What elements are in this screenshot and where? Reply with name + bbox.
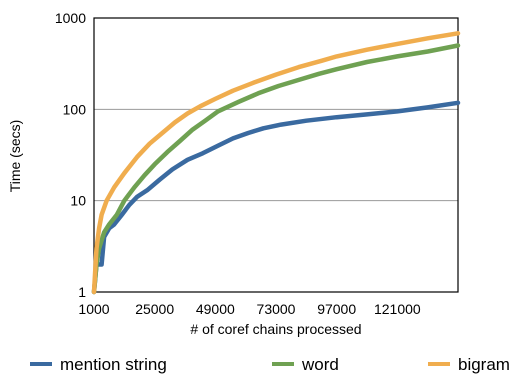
series-line-mention-string	[91, 100, 461, 295]
x-tick-label: 97000	[317, 301, 356, 317]
series-group	[91, 31, 461, 295]
x-tick-label: 1000	[78, 301, 109, 317]
x-tick-label: 121000	[374, 301, 421, 317]
plot-frame	[93, 17, 459, 293]
legend-label: bigram	[458, 355, 510, 374]
series-line-word	[91, 43, 461, 295]
y-tick-label: 1000	[55, 10, 86, 26]
x-tick-label: 73000	[257, 301, 296, 317]
legend: mention string word bigram	[30, 355, 510, 374]
y-tick-label: 1	[78, 284, 86, 300]
x-tick-label: 49000	[196, 301, 235, 317]
y-tick-label: 100	[63, 101, 87, 117]
y-tick-label: 10	[70, 193, 86, 209]
x-axis-label: # of coref chains processed	[190, 321, 361, 337]
x-axis-ticks: 1000 25000 49000 73000 97000 121000	[78, 301, 420, 317]
series-line-bigram	[91, 31, 461, 295]
legend-label: word	[301, 355, 339, 374]
y-axis-ticks: 1 10 100 1000	[55, 10, 86, 300]
y-axis-label: Time (secs)	[7, 120, 23, 193]
x-tick-label: 25000	[135, 301, 174, 317]
legend-label: mention string	[60, 355, 167, 374]
